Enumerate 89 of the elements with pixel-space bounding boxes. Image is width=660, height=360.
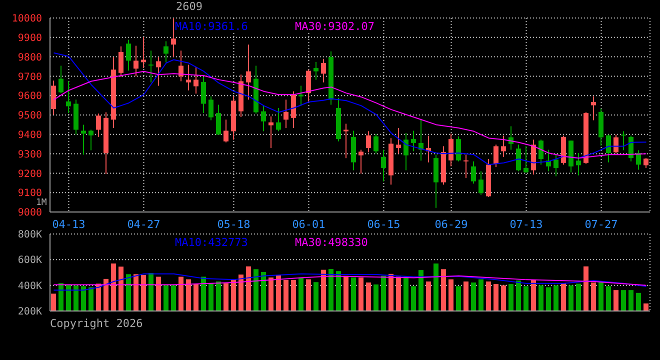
candlestick [66,80,71,114]
annotation: MA10:9361.6 [175,20,248,33]
y-tick-label: 9900 [18,32,42,44]
candlestick [51,80,56,116]
candlestick [96,113,101,138]
candlestick [201,76,206,114]
candlestick [224,119,228,143]
candlestick [621,130,626,151]
candlestick [186,64,191,91]
annotation: MA30:498330 [295,236,368,249]
y-tick-label: 600K [18,255,42,266]
candlestick [464,154,468,179]
candlestick [298,85,304,106]
candlestick [366,130,371,153]
candlestick [344,123,348,159]
candlestick [141,36,146,69]
x-tick-label: 06-29 [434,218,468,231]
y-tick-label: 9200 [18,168,42,180]
candlestick [381,149,386,182]
candlestick [606,134,611,163]
x-tick-label: 04-27 [127,218,160,231]
y-tick-label: 9100 [18,188,42,200]
candlestick [148,50,154,83]
x-tick-label: 06-15 [367,218,400,231]
line-series [53,273,647,291]
y-tick-label: 400K [18,280,42,292]
candlestick [321,58,326,83]
candlestick [81,124,86,156]
y-tick-label: 9000 [18,208,42,219]
candlestick [471,160,476,184]
candlestick [554,153,558,177]
candlestick [644,158,648,168]
y-tick-label: 10000 [12,14,42,25]
candlestick [216,104,221,136]
annotation: MA30:9302.07 [295,20,374,33]
candlestick [276,108,281,132]
candlestick [291,90,296,128]
chart-title: 2609 [176,0,202,13]
candlestick [314,62,318,80]
candlestick [58,65,64,94]
candlestick [576,152,581,176]
candlestick [538,139,544,166]
candlestick [88,129,94,151]
y-tick-label: 800K [18,230,42,241]
candlestick [411,130,416,152]
candlestick [636,150,641,170]
candlestick [448,133,454,167]
candlestick [156,56,161,86]
candlestick [501,135,506,158]
candlestick [164,40,168,63]
x-tick-label: 07-27 [584,218,618,231]
candlestick [524,146,528,174]
candlestick [456,136,461,162]
candlestick [134,45,138,77]
candlestick [591,96,596,121]
y-tick-label: 9600 [18,91,42,102]
candlestick [194,66,198,94]
candlestick [374,134,378,154]
text: Copyright 2026 [50,317,143,330]
y-tick-label: 9700 [18,72,42,83]
y-tick-label: 9300 [18,149,42,160]
x-tick-label: 04-13 [52,218,86,231]
candlestick [494,144,498,168]
candlestick [268,116,274,148]
candlestick [246,44,251,100]
candlestick [126,39,131,72]
text: 1M [36,198,47,208]
candlestick [178,50,184,82]
y-tick-label: 9400 [18,130,42,141]
x-tick-label: 07-13 [510,218,543,231]
candlestick [396,128,401,154]
candlestick [118,46,124,78]
line-series [53,275,647,286]
candlestick [516,144,521,172]
candlestick [306,69,311,102]
candlestick [358,149,364,174]
annotation: MA10:432773 [175,236,248,249]
candlestick [171,18,176,58]
candlestick [284,99,288,128]
y-tick-label: 9800 [18,52,42,64]
y-tick-label: 200K [18,306,42,318]
x-tick-label: 06-01 [292,218,326,231]
candlestick [208,96,214,121]
x-tick-label: 05-18 [217,218,250,231]
candlestick [261,105,266,132]
candlestick [614,134,618,154]
candlestick [404,132,408,171]
y-tick-label: 9500 [18,110,42,122]
candlestick [478,170,484,196]
